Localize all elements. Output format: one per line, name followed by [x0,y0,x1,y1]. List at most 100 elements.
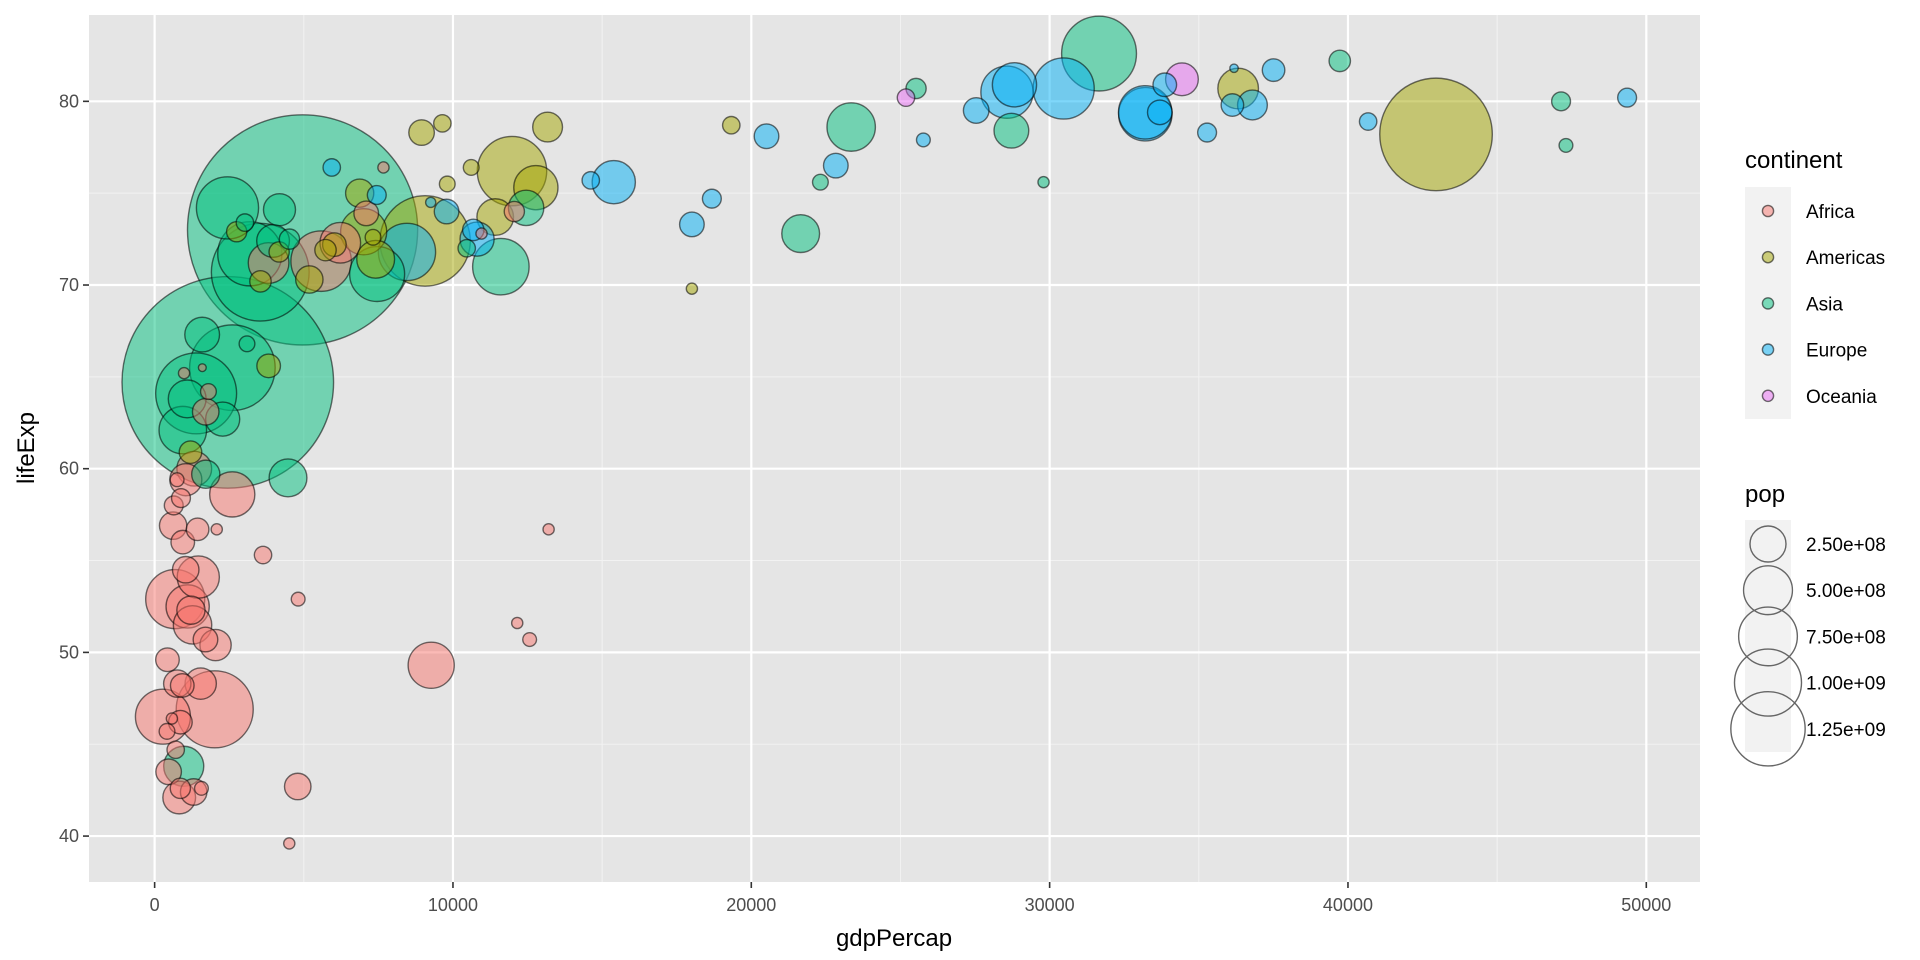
data-point-africa [193,780,210,796]
data-point-africa [377,161,390,174]
data-points [121,15,1638,850]
continent-legend-key [1761,343,1775,356]
continent-legend-label: Africa [1806,202,1855,223]
data-point-asia [238,335,256,353]
data-point-africa [407,641,455,690]
x-tick-label: 50000 [1621,895,1671,915]
data-point-europe [1220,93,1245,117]
data-point-europe [678,211,705,238]
data-point-europe [1616,87,1638,108]
data-point-americas [432,113,452,133]
data-point-africa [155,758,183,786]
pop-legend-label: 7.50e+08 [1806,627,1886,648]
data-point-europe [366,184,387,206]
continent-legend-key [1761,250,1775,264]
data-point-asia [190,459,221,490]
data-point-africa [510,616,524,630]
x-tick-label: 30000 [1025,895,1075,915]
data-point-asia [781,213,821,254]
data-point-europe [962,97,990,124]
data-point-europe [1152,72,1178,98]
data-point-oceania [896,88,916,108]
data-point-europe [322,158,342,177]
data-point-africa [169,777,192,800]
data-point-europe [915,132,931,148]
data-point-africa [192,626,219,653]
data-point-europe [753,123,780,150]
data-point-asia [457,238,477,258]
data-point-asia [1037,175,1050,189]
y-tick-label: 40 [59,826,79,846]
data-point-africa [170,487,192,509]
continent-legend: continent Africa Americas Asia Europe Oceani… [1745,147,1885,419]
data-point-asia [278,228,301,250]
data-point-africa [353,200,380,227]
data-point-asia [184,316,221,353]
data-point-europe [581,170,601,190]
data-point-africa [177,366,191,380]
continent-legend-key [1761,389,1775,403]
pop-legend-key [1737,606,1799,667]
data-point-europe [1146,99,1173,126]
pop-legend-key [1730,690,1806,767]
continent-legend-label: Asia [1806,294,1843,315]
data-point-europe [991,61,1038,108]
data-point-africa [503,200,526,223]
data-point-americas [364,228,382,246]
data-point-africa [176,595,206,625]
pop-legend-key-background [1745,520,1791,752]
data-point-africa [154,647,180,673]
data-point-asia [235,213,255,232]
data-point-africa [542,523,555,536]
data-point-africa [169,472,185,488]
data-point-americas [531,111,564,143]
data-point-africa [158,722,176,740]
y-axis: 40 50 60 70 80 [59,91,89,846]
pop-legend-key [1749,525,1787,563]
pop-legend-label: 5.00e+08 [1806,581,1886,602]
x-tick-label: 40000 [1323,895,1373,915]
data-point-africa [169,672,195,698]
y-tick-label: 60 [59,459,79,479]
data-point-americas [438,175,456,193]
y-tick-label: 50 [59,642,79,662]
data-point-asia [826,102,877,152]
y-tick-label: 70 [59,275,79,295]
data-point-africa [171,555,200,584]
continent-legend-title: continent [1745,147,1843,174]
data-point-africa [208,471,256,518]
data-point-africa [283,772,312,801]
data-point-africa [253,545,273,565]
data-point-americas [356,239,396,279]
continent-legend-key [1761,297,1775,310]
data-point-americas [294,265,324,294]
continent-legend-label: Americas [1806,248,1885,269]
data-point-americas [314,238,337,262]
data-point-africa [166,740,186,760]
pop-legend-label: 1.25e+09 [1806,720,1886,741]
data-point-europe [1196,122,1218,143]
data-point-asia [811,173,829,191]
data-point-europe [433,198,460,225]
data-point-asia [993,112,1030,149]
data-point-africa [210,523,224,536]
x-tick-label: 20000 [726,895,776,915]
data-point-africa [185,517,210,542]
pop-legend-label: 2.50e+08 [1806,535,1886,556]
pop-legend-key [1733,648,1803,717]
y-tick-label: 80 [59,91,79,111]
data-point-africa [199,382,217,401]
data-point-asia [1550,91,1572,112]
y-axis-title: lifeExp [13,412,40,484]
continent-legend-label: Europe [1806,341,1867,362]
data-point-europe [1032,57,1095,120]
x-axis-title: gdpPercap [836,925,952,952]
data-point-europe [822,152,849,179]
pop-legend-label: 1.00e+09 [1806,674,1886,695]
data-point-americas [249,269,272,293]
data-point-americas [685,282,699,295]
data-point-asia [1328,49,1352,73]
data-point-africa [165,712,179,725]
data-point-europe [1261,58,1286,83]
